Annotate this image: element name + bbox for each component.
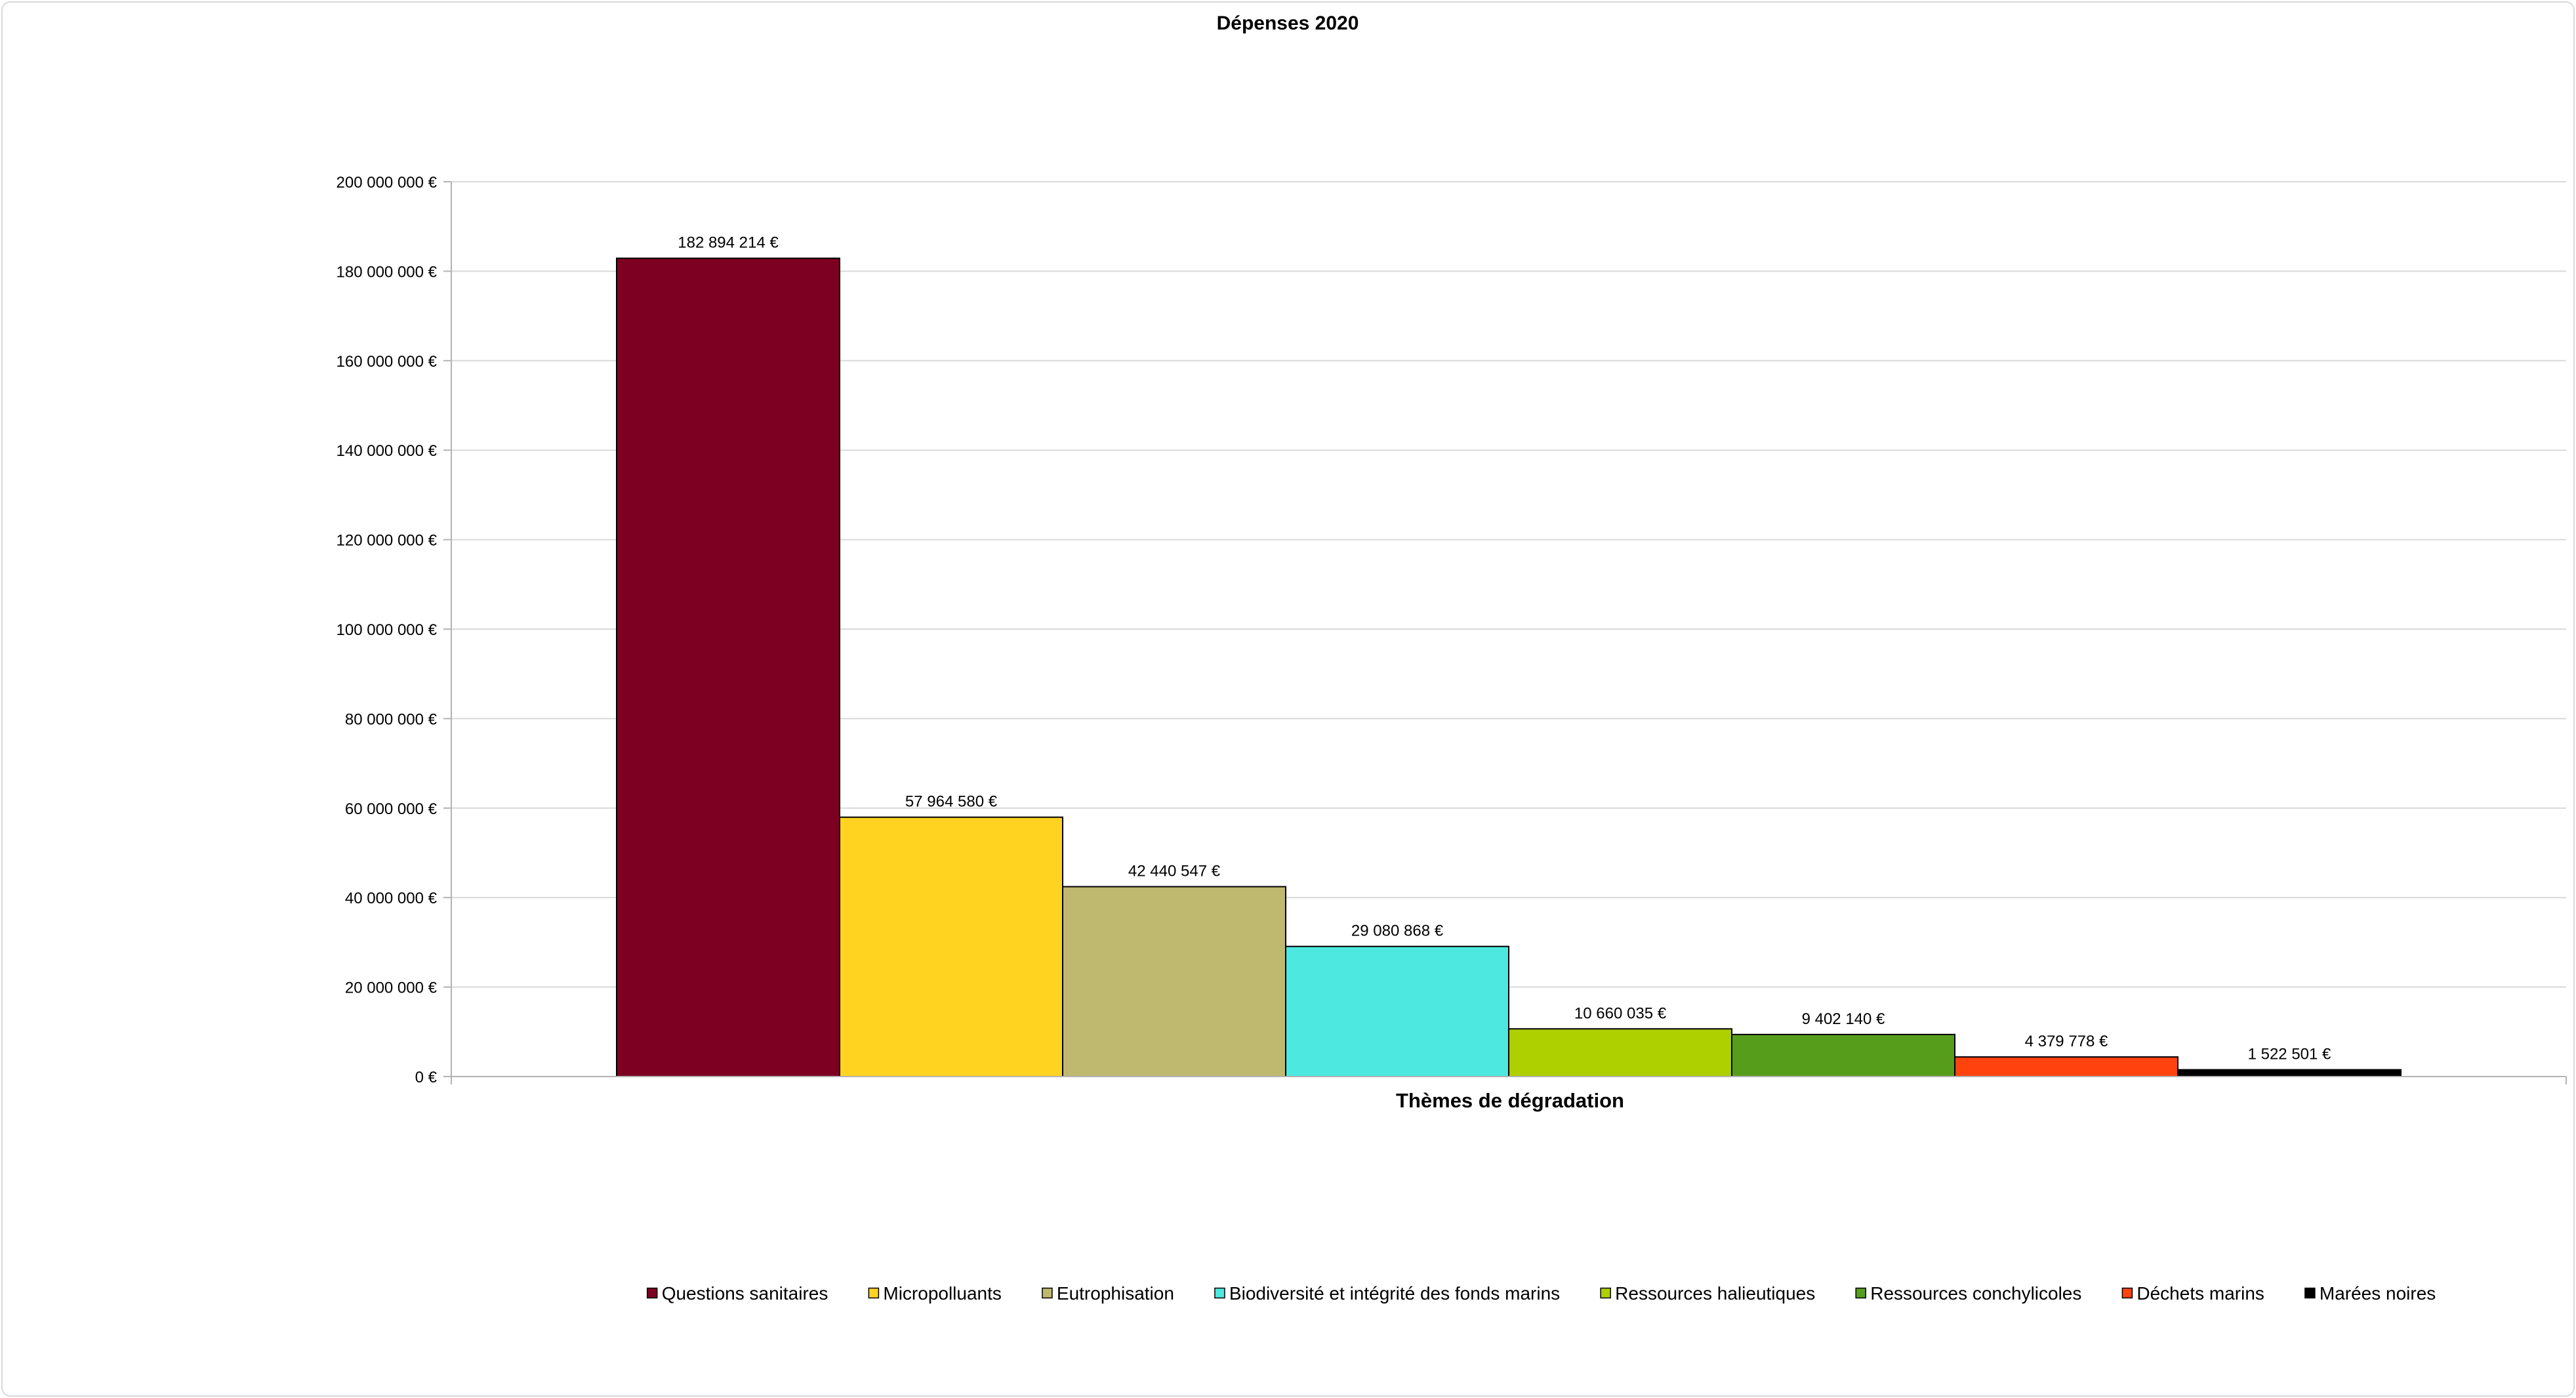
legend-label: Déchets marins	[2136, 1283, 2264, 1304]
legend-swatch	[646, 1287, 658, 1299]
y-tick-label: 20 000 000 €	[345, 979, 438, 997]
y-tick-label: 40 000 000 €	[345, 890, 438, 907]
y-tick-label: 100 000 000 €	[337, 621, 438, 639]
y-tick-label: 160 000 000 €	[337, 353, 438, 371]
bar	[2177, 1069, 2402, 1078]
data-label: 29 080 868 €	[1351, 922, 1444, 940]
axes: 0 € 20 000 000 € 40 000 000 € 60 000 000 € 8…	[337, 174, 2567, 1086]
legend-swatch	[1600, 1287, 1611, 1299]
y-tick-label: 80 000 000 €	[345, 710, 438, 728]
chart-title: Dépenses 2020	[1217, 12, 1359, 34]
legend-swatch	[1214, 1287, 1225, 1299]
legend-label: Marées noires	[2320, 1283, 2436, 1304]
bar	[1062, 886, 1286, 1077]
bars	[616, 257, 2402, 1078]
bar	[1731, 1033, 1955, 1078]
data-label: 10 660 035 €	[1574, 1004, 1667, 1022]
bar	[839, 816, 1063, 1077]
legend-label: Micropolluants	[883, 1283, 1002, 1304]
y-tick-label: 0 €	[415, 1069, 438, 1086]
legend-item: Marées noires	[2304, 1283, 2436, 1304]
legend-label: Eutrophisation	[1057, 1283, 1174, 1304]
y-tick-label: 140 000 000 €	[337, 442, 438, 460]
y-tick-label: 200 000 000 €	[337, 174, 438, 192]
data-labels: 182 894 214 € 57 964 580 € 42 440 547 € 29 …	[678, 234, 2331, 1063]
legend-swatch	[1855, 1287, 1866, 1299]
data-label: 42 440 547 €	[1128, 863, 1221, 880]
legend-item: Questions sanitaires	[646, 1283, 828, 1304]
legend-swatch	[1042, 1287, 1053, 1299]
bar	[1285, 945, 1509, 1077]
data-label: 1 522 501 €	[2248, 1046, 2331, 1063]
legend-item: Eutrophisation	[1042, 1283, 1174, 1304]
legend-label: Questions sanitaires	[662, 1283, 828, 1304]
legend-label: Ressources conchylicoles	[1870, 1283, 2081, 1304]
legend: Questions sanitaires Micropolluants Eutrop…	[646, 1283, 2436, 1304]
data-label: 4 379 778 €	[2025, 1033, 2108, 1050]
y-tick-label: 180 000 000 €	[337, 263, 438, 281]
legend-swatch	[868, 1287, 880, 1299]
legend-item: Ressources halieutiques	[1600, 1283, 1815, 1304]
legend-item: Ressources conchylicoles	[1855, 1283, 2081, 1304]
legend-item: Micropolluants	[868, 1283, 1002, 1304]
data-label: 9 402 140 €	[1802, 1010, 1885, 1028]
data-label: 182 894 214 €	[678, 234, 779, 252]
y-tick-label: 120 000 000 €	[337, 532, 438, 550]
bar	[1508, 1028, 1732, 1078]
x-axis-label: Thèmes de dégradation	[1396, 1089, 1624, 1112]
bar	[1954, 1056, 2178, 1077]
bar	[616, 257, 840, 1077]
data-label: 57 964 580 €	[905, 793, 998, 811]
legend-label: Ressources halieutiques	[1615, 1283, 1815, 1304]
legend-swatch	[2304, 1287, 2316, 1299]
legend-item: Déchets marins	[2121, 1283, 2264, 1304]
legend-item: Biodiversité et intégrité des fonds mari…	[1214, 1283, 1560, 1304]
y-tick-label: 60 000 000 €	[345, 800, 438, 818]
legend-label: Biodiversité et intégrité des fonds mari…	[1229, 1283, 1560, 1304]
legend-swatch	[2121, 1287, 2133, 1299]
